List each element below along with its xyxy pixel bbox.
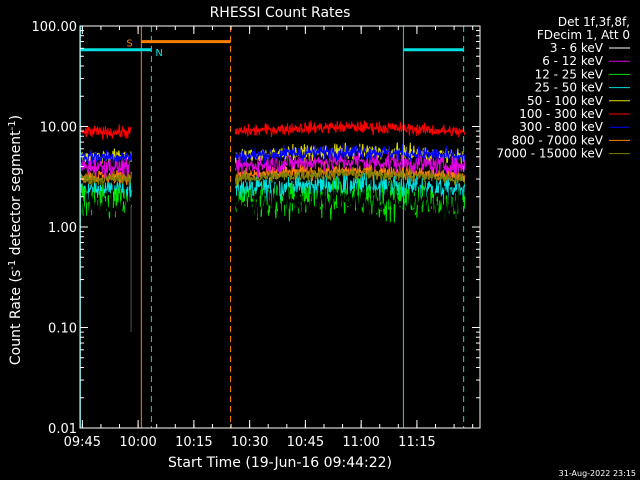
plot-area	[79, 120, 466, 333]
series-line	[234, 150, 466, 179]
legend-entry-label: 7000 - 15000 keV	[496, 147, 603, 161]
x-tick-label: 09:45	[64, 435, 101, 450]
y-tick-label: 100.00	[32, 20, 78, 35]
y-axis-ticks: 100.00 10.00 1.00 0.10 0.01	[32, 20, 480, 437]
series-line	[234, 167, 466, 187]
series-line	[234, 170, 466, 204]
legend-header-line-2: FDecim 1, Att 0	[537, 28, 630, 42]
series-line	[234, 161, 466, 185]
y-tick-label: 1.00	[48, 221, 77, 236]
series-line	[79, 187, 132, 226]
timestamp: 31-Aug-2022 23:15	[559, 469, 636, 478]
legend-entry-label: 100 - 300 keV	[519, 107, 603, 121]
series-line	[79, 124, 132, 141]
x-tick-label: 10:45	[287, 435, 324, 450]
legend-entry-label: 3 - 6 keV	[550, 41, 604, 55]
legend-entry-label: 50 - 100 keV	[527, 94, 604, 108]
y-tick-label: 10.00	[40, 121, 77, 136]
x-tick-label: 11:00	[342, 435, 379, 450]
series-line	[79, 172, 132, 187]
x-axis-ticks: 09:45 10:00 10:15 10:30 10:45 11:00 11:15	[64, 26, 474, 450]
x-axis-label: Start Time (19-Jun-16 09:44:22)	[168, 455, 392, 471]
series-line	[79, 153, 132, 178]
series-line	[234, 173, 466, 228]
series-line	[234, 120, 466, 138]
legend-entry-label: 6 - 12 keV	[542, 54, 604, 68]
series-line	[234, 142, 466, 165]
legend: Det 1f,3f,8f, FDecim 1, Att 0 3 - 6 keV6…	[496, 15, 630, 161]
legend-entry-label: 800 - 7000 keV	[512, 133, 604, 147]
y-tick-label: 0.10	[48, 322, 77, 337]
legend-entry-label: 25 - 50 keV	[535, 81, 604, 95]
y-axis-label: Count Rate (s-1 detector segment-1)	[7, 115, 24, 365]
series-line	[234, 142, 465, 165]
chart-title: RHESSI Count Rates	[210, 5, 351, 21]
legend-header-line-1: Det 1f,3f,8f,	[558, 15, 630, 29]
legend-entry-label: 300 - 800 keV	[519, 120, 603, 134]
series-line	[79, 181, 132, 221]
legend-entry-label: 12 - 25 keV	[535, 67, 604, 81]
x-tick-label: 10:00	[119, 435, 156, 450]
x-tick-label: 11:15	[398, 435, 435, 450]
series-line	[79, 149, 132, 165]
y-tick-label: 0.01	[48, 422, 77, 437]
night-label: N	[155, 48, 162, 59]
x-tick-label: 10:15	[175, 435, 212, 450]
saa-label: S	[126, 39, 132, 50]
x-tick-label: 10:30	[231, 435, 268, 450]
